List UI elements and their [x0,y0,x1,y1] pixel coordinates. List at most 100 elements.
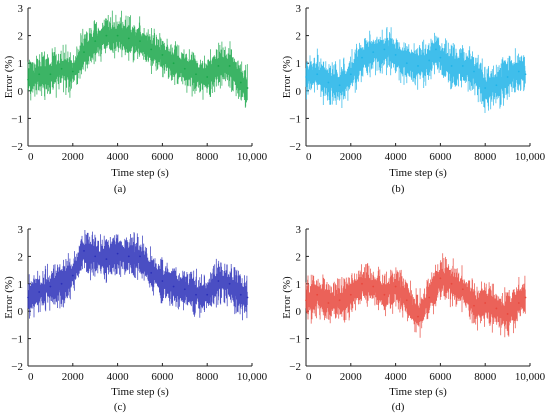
data-point [161,280,164,282]
data-point [417,315,419,318]
y-tick-label: −1 [11,113,23,125]
x-tick-label: 10,000 [515,151,546,163]
x-tick-label: 4000 [385,371,408,383]
data-point [105,258,108,261]
chart-panel-c: −2 −1 0 1 2 3 0 2000 4000 6000 8000 10,000 Time step… [3,224,268,413]
y-tick-label: 3 [296,224,302,236]
x-tick-label: 10,000 [237,151,268,163]
x-tick-label: 0 [28,151,34,163]
data-point [83,51,85,54]
data-point [60,67,63,70]
data-point [361,282,363,285]
chart-panel-b: −2 −1 0 1 2 3 0 2000 4000 6000 8000 10,000 Time step… [281,3,546,195]
y-tick-label: 1 [18,58,24,70]
data-point [71,70,74,73]
data-point [71,274,74,277]
data-point [506,313,509,315]
data-point [349,293,352,296]
data-point [105,34,108,37]
x-tick-label: 8000 [196,371,219,383]
series-noise [305,253,526,338]
data-point [49,285,52,288]
y-axis-title: Error (%) [3,55,15,98]
data-point [246,296,249,299]
data-point [228,282,231,285]
data-point [473,304,475,307]
x-tick-label: 2000 [62,371,85,383]
data-point [495,307,498,310]
data-point [394,285,397,288]
data-point [127,37,130,40]
chart-panel-d: −2 −1 0 1 2 3 0 2000 4000 6000 8000 10,000 Time step… [281,224,546,413]
data-point [327,302,330,304]
data-point [27,78,29,81]
series-trace [305,27,527,113]
data-point [195,293,197,296]
series-trace [27,230,249,321]
data-point [435,48,437,51]
data-point [338,299,341,302]
y-axis-title: Error (%) [281,276,293,319]
data-point [246,87,249,89]
data-point [305,76,307,78]
x-tick-label: 8000 [196,151,219,163]
data-point [327,81,330,84]
x-tick-label: 0 [306,151,312,163]
data-point [372,51,375,54]
data-point [27,296,29,299]
data-point [417,65,419,67]
data-point [517,302,520,304]
y-tick-label: 3 [18,224,24,236]
x-tick-label: 4000 [107,371,130,383]
data-point [461,288,464,291]
data-point [116,252,119,255]
panel-label: (a) [114,183,127,195]
data-point [450,282,453,285]
data-point [183,288,186,291]
data-point [83,250,85,252]
data-point [405,62,408,65]
data-point [428,296,431,299]
data-point [517,70,520,73]
y-tick-label: 2 [296,31,302,43]
chart-panel-a: −2 −1 0 1 2 3 0 2000 4000 6000 8000 10,000 Time step… [3,3,268,195]
x-tick-label: 10,000 [515,371,546,383]
y-tick-label: −1 [11,334,23,346]
y-axis-title: Error (%) [281,55,293,98]
y-tick-label: 0 [18,86,24,98]
y-tick-label: 1 [296,58,302,70]
data-point [206,293,209,296]
series-trace [305,253,527,338]
y-tick-label: 0 [296,86,302,98]
series-noise [27,230,248,321]
data-point [239,293,242,296]
series-noise [305,27,526,113]
data-point [94,40,97,43]
data-point [116,34,119,37]
y-tick-label: 1 [18,279,24,291]
data-point [38,73,41,76]
panel-label: (d) [392,401,405,413]
x-axis-title: Time step (s) [389,167,447,179]
data-point [172,62,175,65]
data-point [150,48,153,51]
x-tick-label: 2000 [340,371,363,383]
data-point [305,299,307,302]
data-point [461,65,464,67]
x-axis-title: Time step (s) [111,386,169,398]
y-tick-label: 0 [18,306,24,318]
data-point [439,277,442,280]
data-point [349,73,352,76]
data-point [94,255,97,258]
y-tick-label: −2 [11,361,23,373]
data-point [383,48,386,51]
data-point [195,73,197,76]
data-point [316,293,319,296]
data-point [450,65,453,67]
series-noise [27,10,248,108]
x-tick-label: 4000 [385,151,408,163]
y-tick-label: −2 [11,141,23,153]
x-tick-label: 10,000 [237,371,268,383]
y-tick-label: 2 [296,251,302,263]
